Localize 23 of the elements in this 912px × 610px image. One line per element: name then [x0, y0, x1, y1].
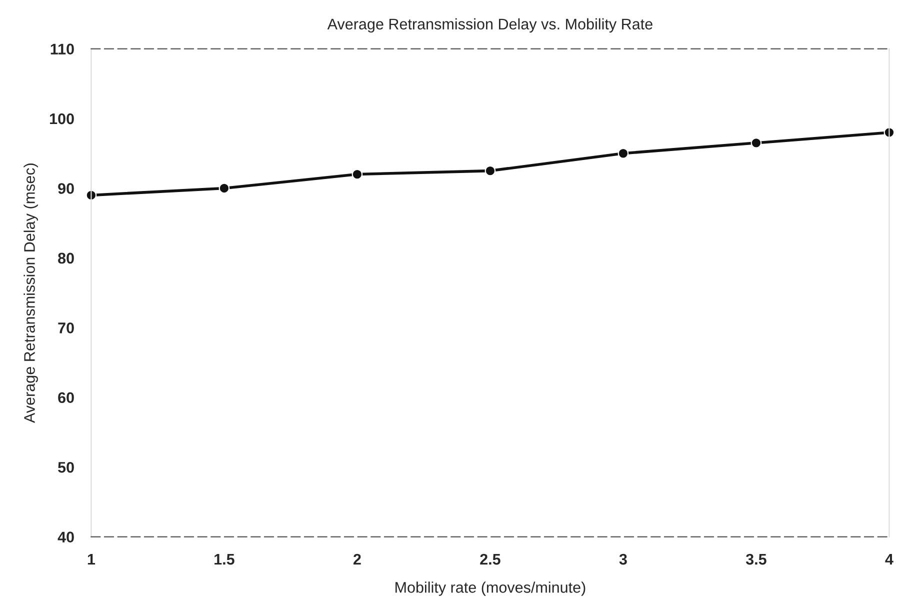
x-tick-label: 3 [619, 554, 627, 565]
y-tick-label: 110 [50, 44, 74, 54]
point [618, 148, 629, 159]
y-tick-label: 80 [58, 252, 74, 264]
y-tick-label: 40 [58, 532, 74, 542]
point [484, 165, 496, 176]
point [750, 138, 762, 148]
x-tick-label: 1 [88, 554, 96, 565]
y-tick-label: 60 [58, 392, 74, 404]
x-tick-label: 1.5 [214, 554, 234, 565]
x-tick-label: 2.5 [480, 554, 500, 565]
y-tick-label: 70 [58, 322, 74, 334]
y-axis-title: Average Retransmission Delay (msec) [24, 164, 38, 423]
point [218, 182, 230, 194]
point [352, 168, 363, 180]
y-tick-label: 50 [58, 462, 74, 473]
x-tick-label: 3.5 [746, 554, 766, 565]
y-tick-label: 100 [50, 113, 74, 124]
x-axis-title: Mobility rate (moves/minute) [396, 582, 586, 596]
x-tick-label: 2 [353, 554, 361, 565]
x-tick-label: 4 [885, 554, 894, 565]
y-tick-label: 90 [58, 183, 74, 194]
chart-title: Average Retransmission Delay vs. Mobility Rate [327, 18, 652, 33]
